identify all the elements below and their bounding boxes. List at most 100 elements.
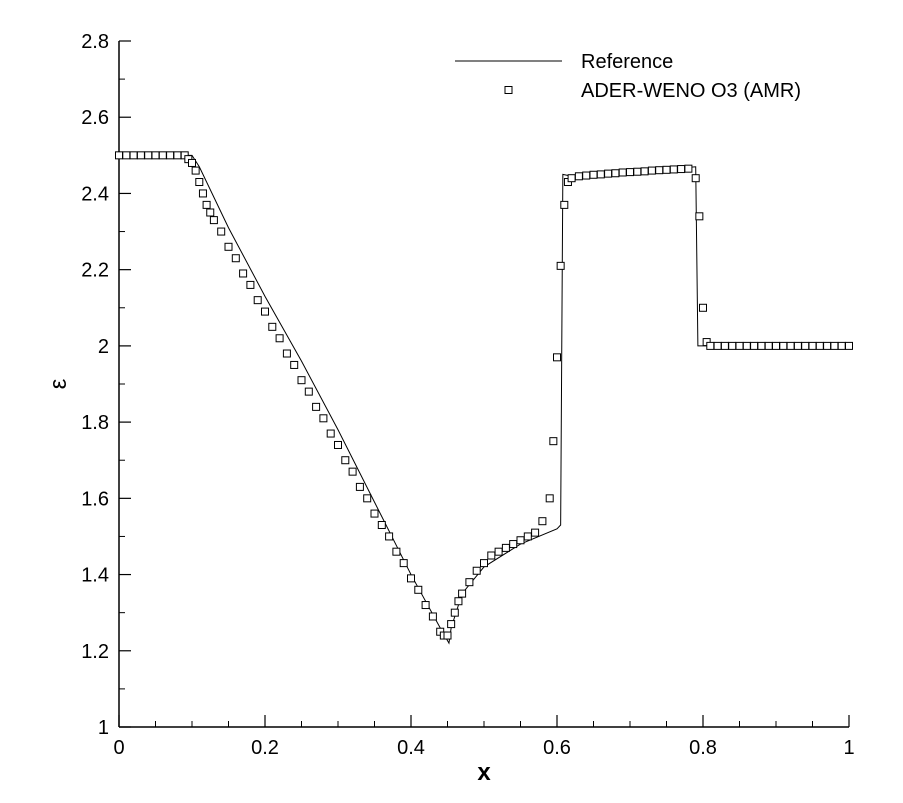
data-point [209, 216, 218, 225]
legend-label: ADER-WENO O3 (AMR) [581, 80, 801, 102]
data-point [626, 168, 634, 177]
data-point [823, 341, 832, 350]
data-point [589, 170, 598, 179]
y-tick-label: 2.8 [81, 31, 109, 53]
data-point [596, 170, 605, 179]
y-tick-label: 1.6 [81, 488, 109, 510]
data-point [341, 456, 350, 465]
data-point [611, 169, 620, 178]
data-point [655, 166, 664, 175]
data-point [706, 341, 715, 350]
data-point [377, 521, 386, 530]
data-point [348, 467, 357, 476]
data-point [516, 536, 525, 545]
data-point [443, 631, 452, 640]
data-point [779, 341, 788, 350]
data-point [275, 334, 284, 343]
data-point [217, 227, 226, 236]
data-point [428, 612, 437, 621]
data-point [742, 341, 751, 350]
data-point [582, 171, 591, 180]
data-point [845, 341, 853, 350]
data-point [757, 341, 766, 350]
data-point [808, 341, 817, 350]
data-point [837, 341, 846, 350]
data-point [669, 165, 678, 174]
data-point [195, 178, 204, 187]
data-point [735, 341, 744, 350]
data-point [370, 509, 379, 518]
data-point [319, 414, 328, 423]
data-point [691, 174, 700, 183]
data-point [801, 341, 810, 350]
data-point [677, 165, 686, 174]
data-point [334, 440, 342, 449]
data-point [553, 353, 561, 362]
x-tick-label: 0.2 [251, 737, 279, 759]
data-point [720, 341, 729, 350]
data-point [198, 189, 207, 198]
data-point [385, 532, 394, 541]
data-point [158, 151, 167, 160]
x-tick-label: 1 [843, 737, 854, 759]
reference-line [119, 154, 849, 645]
data-point [538, 517, 547, 526]
data-point [173, 151, 182, 160]
data-point [231, 254, 240, 263]
data-point [290, 360, 299, 369]
data-point [188, 158, 196, 167]
data-point [414, 585, 423, 594]
data-point [268, 322, 277, 331]
data-point [647, 166, 656, 175]
data-point [728, 341, 737, 350]
data-point [144, 151, 153, 160]
x-tick-label: 0 [113, 737, 124, 759]
data-point [662, 165, 671, 174]
y-tick-label: 1.8 [81, 412, 109, 434]
data-point [764, 341, 773, 350]
data-point [501, 543, 510, 552]
x-tick-label: 0.4 [397, 737, 425, 759]
data-point [480, 559, 488, 568]
data-point [815, 341, 824, 350]
data-point [531, 528, 540, 537]
data-point [421, 601, 430, 610]
data-point [355, 482, 364, 491]
y-tick-label: 2.6 [81, 107, 109, 129]
data-point [793, 341, 802, 350]
data-point [465, 578, 474, 587]
data-point [604, 169, 613, 178]
y-axis-label: ε [45, 378, 72, 389]
data-point [786, 341, 795, 350]
data-point [166, 151, 175, 160]
data-point [136, 151, 145, 160]
data-point [487, 551, 496, 560]
data-point [494, 547, 503, 556]
x-tick-label: 0.8 [689, 737, 717, 759]
data-point [684, 164, 693, 173]
data-point [574, 172, 583, 181]
data-point [202, 200, 211, 209]
data-point [407, 574, 415, 583]
data-point [115, 151, 123, 160]
data-point [399, 559, 408, 568]
data-point [304, 387, 313, 396]
x-tick-label: 0.6 [543, 737, 571, 759]
y-tick-label: 1 [98, 717, 109, 739]
y-tick-label: 2.4 [81, 183, 109, 205]
data-point [246, 280, 255, 289]
data-point [545, 494, 554, 503]
legend-label: Reference [581, 51, 673, 73]
data-point [392, 547, 401, 556]
data-point [363, 494, 372, 503]
data-point [772, 341, 780, 350]
data-point [312, 402, 321, 411]
data-point [640, 167, 649, 176]
legend-marker [504, 86, 513, 94]
data-point [122, 151, 131, 160]
data-point [523, 532, 532, 541]
data-point [750, 341, 759, 350]
data-point [297, 376, 306, 385]
data-point [191, 166, 200, 175]
x-axis-label: x [477, 759, 491, 786]
